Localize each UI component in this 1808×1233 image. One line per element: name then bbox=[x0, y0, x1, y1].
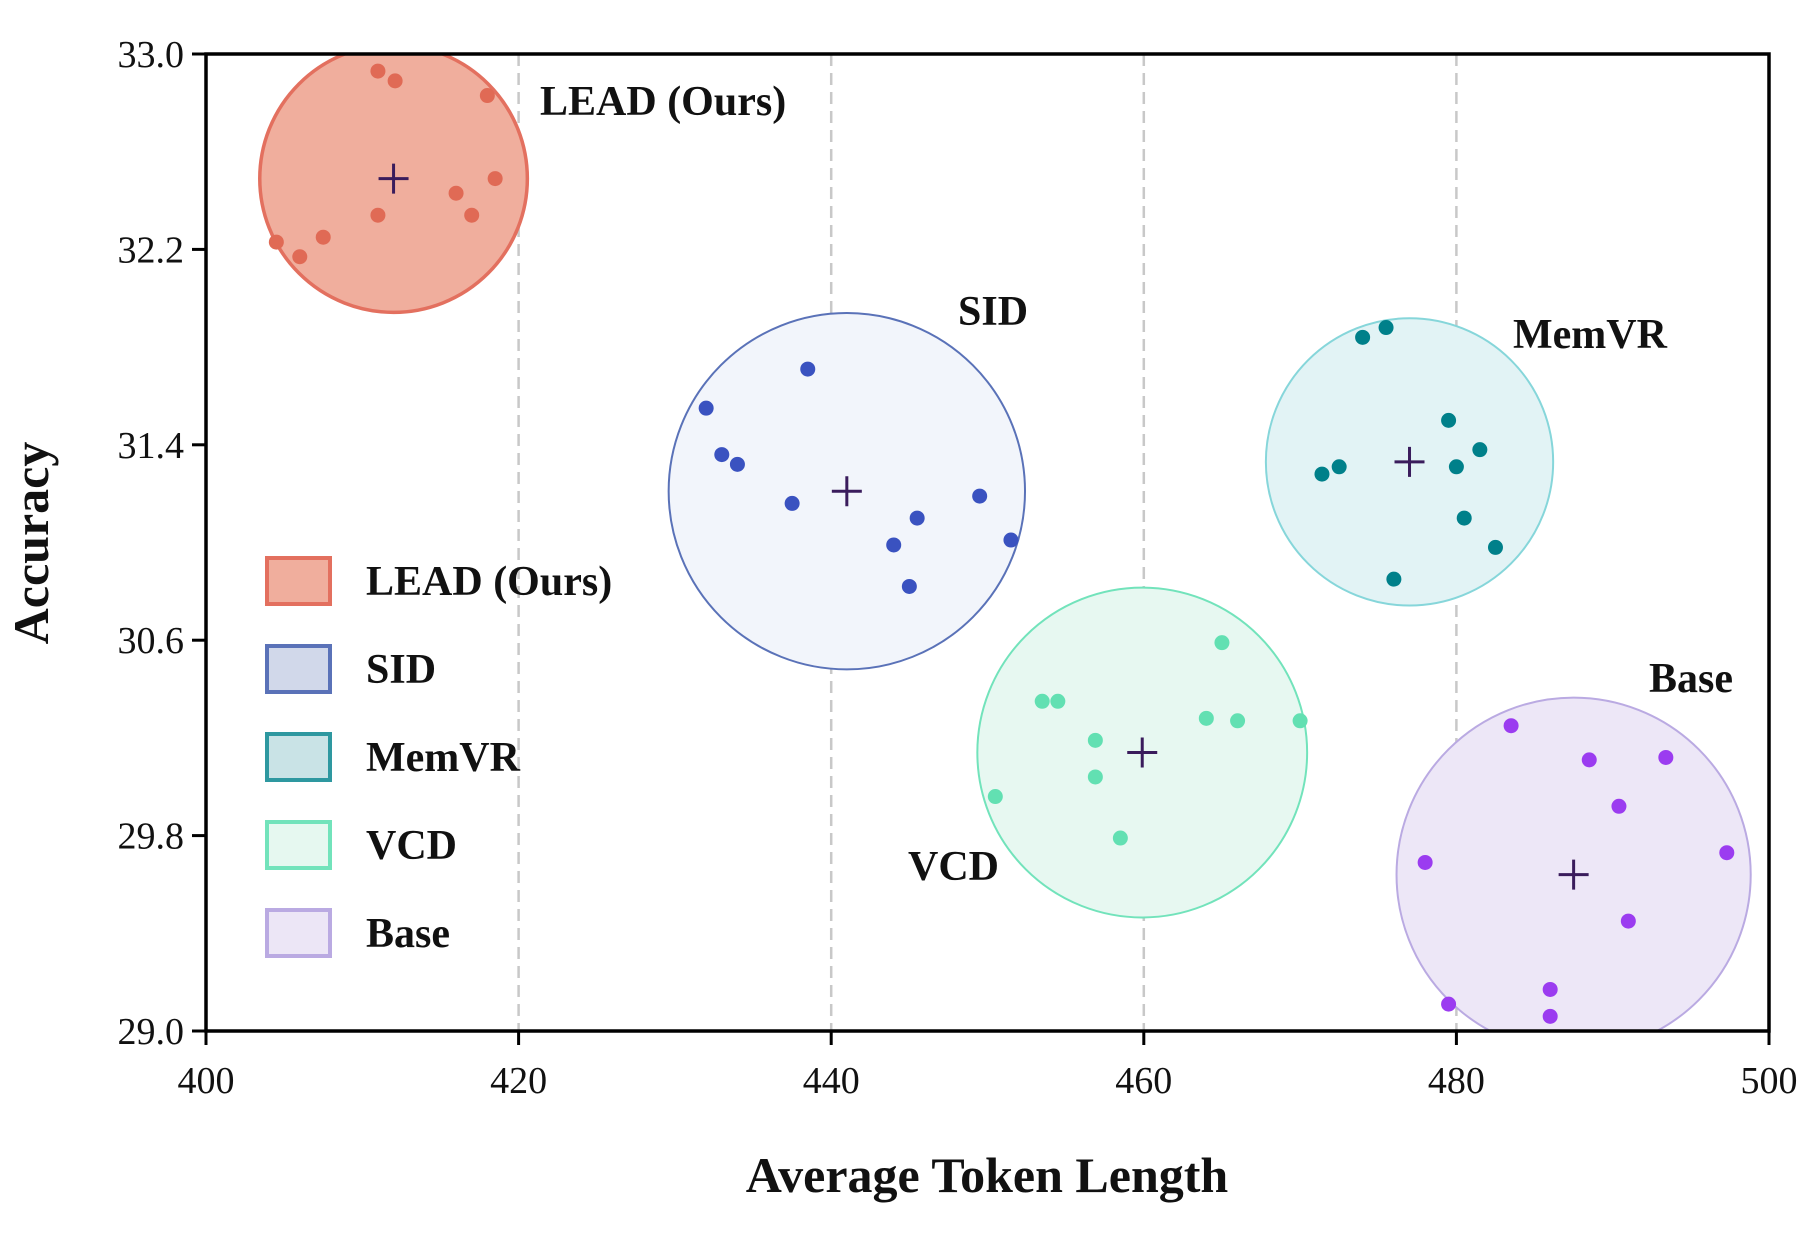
sid-centroid-marker bbox=[831, 476, 862, 507]
vcd-centroid-marker bbox=[1127, 737, 1158, 768]
base-centroid-marker bbox=[1558, 859, 1589, 890]
base-data-point bbox=[1441, 996, 1457, 1012]
base-data-point bbox=[1581, 752, 1597, 768]
x-tick-label: 480 bbox=[1428, 1060, 1485, 1102]
sid-data-point bbox=[972, 488, 988, 504]
y-tick-label: 29.0 bbox=[118, 1011, 185, 1053]
legend-swatch-vcd bbox=[265, 820, 332, 870]
sid-data-point bbox=[714, 447, 730, 463]
base-data-point bbox=[1542, 981, 1558, 997]
memvr-data-point bbox=[1314, 466, 1330, 482]
sid-data-point bbox=[729, 456, 745, 472]
memvr-data-point bbox=[1331, 459, 1347, 475]
x-axis-label: Average Token Length bbox=[746, 1147, 1229, 1203]
vcd-data-point bbox=[987, 789, 1003, 805]
lead-ours-cluster-label: LEAD (Ours) bbox=[540, 79, 786, 125]
x-tick-label: 400 bbox=[178, 1060, 235, 1102]
cluster-labels: LEAD (Ours) SID MemVR VCD Base bbox=[540, 79, 1733, 890]
base-data-point bbox=[1620, 913, 1636, 929]
legend-label-vcd: VCD bbox=[366, 823, 457, 869]
axis-ticks: 400 420 440 460 480 500 29.0 29.8 30.6 31.4 32.2 33… bbox=[118, 34, 1798, 1102]
x-tick-label: 460 bbox=[1115, 1060, 1172, 1102]
lead-ours-data-point bbox=[387, 73, 403, 89]
plot-frame bbox=[204, 52, 1771, 1033]
base-data-point bbox=[1658, 749, 1674, 765]
y-axis-label: Accuracy bbox=[3, 442, 59, 645]
base-data-point bbox=[1611, 798, 1627, 814]
vcd-data-point bbox=[1214, 635, 1230, 651]
legend-label-sid: SID bbox=[366, 647, 436, 693]
sid-data-point bbox=[800, 361, 816, 377]
sid-data-point bbox=[909, 510, 925, 526]
base-data-point bbox=[1542, 1008, 1558, 1024]
base-data-point bbox=[1417, 854, 1433, 870]
legend-swatch-sid bbox=[265, 644, 332, 694]
memvr-data-point bbox=[1441, 412, 1457, 428]
sid-data-point bbox=[1003, 532, 1019, 548]
vcd-data-point bbox=[1034, 693, 1050, 709]
lead-ours-data-point bbox=[370, 207, 386, 223]
memvr-cluster-label: MemVR bbox=[1513, 312, 1668, 358]
vcd-data-point bbox=[1198, 710, 1214, 726]
sid-data-point bbox=[784, 495, 800, 511]
base-cluster-label: Base bbox=[1649, 656, 1733, 702]
lead-ours-data-point bbox=[370, 63, 386, 79]
legend-label-memvr: MemVR bbox=[366, 735, 521, 781]
y-tick-label: 31.4 bbox=[118, 425, 185, 467]
memvr-data-point bbox=[1472, 442, 1488, 458]
memvr-data-point bbox=[1355, 329, 1371, 345]
lead-ours-data-point bbox=[448, 185, 464, 201]
legend-swatch-base bbox=[265, 908, 332, 958]
vcd-data-point bbox=[1112, 830, 1128, 846]
vcd-data-point bbox=[1087, 769, 1103, 785]
y-tick-label: 32.2 bbox=[118, 229, 185, 271]
memvr-centroid-marker bbox=[1394, 446, 1425, 477]
lead-ours-data-point bbox=[292, 249, 308, 265]
vcd-data-point bbox=[1292, 713, 1308, 729]
legend-label-base: Base bbox=[366, 911, 450, 957]
x-tick-label: 420 bbox=[490, 1060, 547, 1102]
y-tick-label: 29.8 bbox=[118, 816, 185, 858]
memvr-data-point bbox=[1456, 510, 1472, 526]
legend: LEAD (Ours) SID MemVR VCD Base bbox=[265, 556, 612, 958]
y-tick-label: 30.6 bbox=[118, 620, 185, 662]
sid-data-point bbox=[886, 537, 902, 553]
sid-data-point bbox=[698, 400, 714, 416]
legend-swatch-memvr bbox=[265, 732, 332, 782]
vcd-data-point bbox=[1230, 713, 1246, 729]
y-tick-label: 33.0 bbox=[118, 34, 185, 76]
clusters bbox=[258, 54, 1752, 1031]
lead-ours-data-point bbox=[479, 88, 495, 104]
lead-ours-centroid-marker bbox=[378, 163, 409, 194]
legend-label-lead-ours: LEAD (Ours) bbox=[366, 559, 612, 605]
vcd-data-point bbox=[1050, 693, 1066, 709]
base-data-point bbox=[1719, 845, 1735, 861]
lead-ours-data-point bbox=[487, 171, 503, 187]
lead-ours-data-point bbox=[315, 229, 331, 245]
legend-swatch-lead-ours bbox=[265, 556, 332, 606]
sid-cluster-label: SID bbox=[958, 289, 1028, 335]
vcd-cluster-label: VCD bbox=[908, 844, 999, 890]
lead-ours-data-point bbox=[268, 234, 284, 250]
lead-ours-data-point bbox=[464, 207, 480, 223]
memvr-data-point bbox=[1378, 320, 1394, 336]
memvr-data-point bbox=[1386, 571, 1402, 587]
x-tick-label: 500 bbox=[1741, 1060, 1798, 1102]
x-tick-label: 440 bbox=[803, 1060, 860, 1102]
base-data-point bbox=[1503, 718, 1519, 734]
memvr-data-point bbox=[1448, 459, 1464, 475]
vcd-data-point bbox=[1087, 732, 1103, 748]
sid-data-point bbox=[901, 578, 917, 594]
memvr-data-point bbox=[1487, 539, 1503, 555]
